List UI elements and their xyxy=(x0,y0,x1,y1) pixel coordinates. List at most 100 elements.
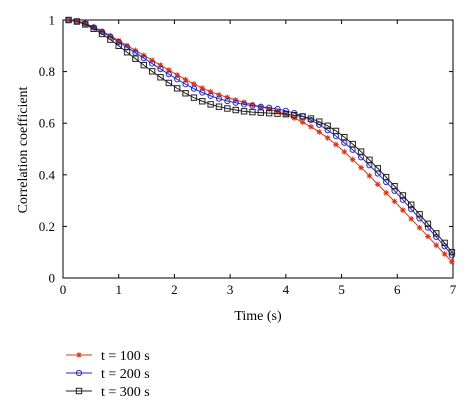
data-point xyxy=(265,109,273,117)
plot-frame xyxy=(62,19,454,279)
data-point xyxy=(174,76,181,83)
legend-entry: t = 300 s xyxy=(66,385,150,400)
data-point xyxy=(140,55,147,62)
data-point xyxy=(416,224,423,231)
data-point xyxy=(416,211,423,218)
data-point xyxy=(299,119,306,125)
data-point xyxy=(383,190,389,196)
data-point xyxy=(324,122,331,129)
data-point xyxy=(408,206,415,213)
data-point xyxy=(374,181,381,188)
data-point xyxy=(241,99,247,106)
data-point xyxy=(333,141,339,148)
data-point xyxy=(257,103,264,110)
data-point xyxy=(140,61,147,69)
data-point xyxy=(249,102,256,109)
data-point xyxy=(382,173,390,181)
data-point xyxy=(358,164,364,171)
plot-border xyxy=(62,19,454,279)
data-point xyxy=(182,76,189,83)
data-point xyxy=(249,108,256,116)
y-tick-label: 1 xyxy=(49,13,56,28)
data-point xyxy=(191,81,197,87)
y-tick-label: 0.8 xyxy=(39,64,55,79)
data-point xyxy=(132,49,139,56)
y-tick-label: 0.4 xyxy=(39,167,56,182)
data-point xyxy=(215,95,223,102)
data-point xyxy=(366,156,373,164)
series-3 xyxy=(65,16,456,256)
data-point xyxy=(157,65,164,73)
series-line xyxy=(68,19,453,256)
data-point xyxy=(316,129,323,135)
data-point xyxy=(207,101,214,108)
data-point xyxy=(149,57,155,64)
x-tick-label: 0 xyxy=(60,282,67,297)
data-point xyxy=(199,85,206,91)
data-point xyxy=(107,36,114,43)
data-point xyxy=(76,352,82,358)
series-line xyxy=(68,19,453,263)
data-point xyxy=(148,68,156,75)
data-point xyxy=(123,49,131,56)
data-point xyxy=(98,30,106,38)
data-point xyxy=(232,99,239,106)
data-point xyxy=(341,149,348,155)
x-tick-label: 2 xyxy=(171,282,178,297)
data-point xyxy=(366,173,373,179)
legend-label: t = 100 s xyxy=(101,349,150,364)
x-tick-label: 7 xyxy=(450,282,457,297)
data-point xyxy=(90,25,97,32)
data-point xyxy=(199,89,206,96)
data-point xyxy=(149,60,156,67)
legend-entry: t = 200 s xyxy=(66,367,150,382)
x-tick-label: 6 xyxy=(394,282,401,297)
data-point xyxy=(391,187,398,194)
data-point xyxy=(399,192,407,199)
data-point xyxy=(216,92,222,98)
data-point xyxy=(215,103,223,110)
data-point xyxy=(425,233,431,240)
data-point xyxy=(341,133,348,141)
data-point xyxy=(374,165,381,172)
x-tick-label: 3 xyxy=(227,282,234,297)
data-point xyxy=(349,140,356,148)
y-tick-label: 0.6 xyxy=(39,116,56,131)
data-point xyxy=(441,239,448,247)
data-point xyxy=(449,258,455,265)
data-point xyxy=(190,94,198,101)
legend-label: t = 300 s xyxy=(101,385,150,400)
axis-ticks: 0 1 2 3 4 5 6 7 0 0.2 0.4 0.6 0.8 1 xyxy=(39,13,457,298)
data-point xyxy=(240,108,248,115)
data-point xyxy=(224,94,231,101)
data-point xyxy=(75,387,83,395)
data-point xyxy=(349,156,356,163)
legend-entry: t = 100 s xyxy=(66,349,150,364)
data-point xyxy=(416,215,423,222)
data-point xyxy=(199,98,206,105)
data-point xyxy=(308,124,314,130)
data-point xyxy=(174,72,181,78)
data-point xyxy=(282,110,290,118)
data-point xyxy=(249,101,256,108)
data-point xyxy=(448,249,456,256)
data-point xyxy=(115,42,122,49)
data-point xyxy=(307,115,315,122)
data-point xyxy=(316,118,323,125)
data-point xyxy=(107,32,114,39)
x-tick-label: 4 xyxy=(283,282,290,297)
data-point xyxy=(433,242,440,249)
data-point xyxy=(157,62,164,68)
data-point xyxy=(232,106,239,114)
legend-label: t = 200 s xyxy=(101,367,150,382)
data-point xyxy=(165,79,173,87)
data-point xyxy=(357,148,365,155)
data-point xyxy=(324,135,331,141)
y-tick-label: 0 xyxy=(49,271,56,286)
data-point xyxy=(291,112,298,119)
data-point xyxy=(182,90,189,97)
data-point xyxy=(274,105,281,113)
data-point xyxy=(282,107,289,114)
data-point xyxy=(399,196,406,203)
